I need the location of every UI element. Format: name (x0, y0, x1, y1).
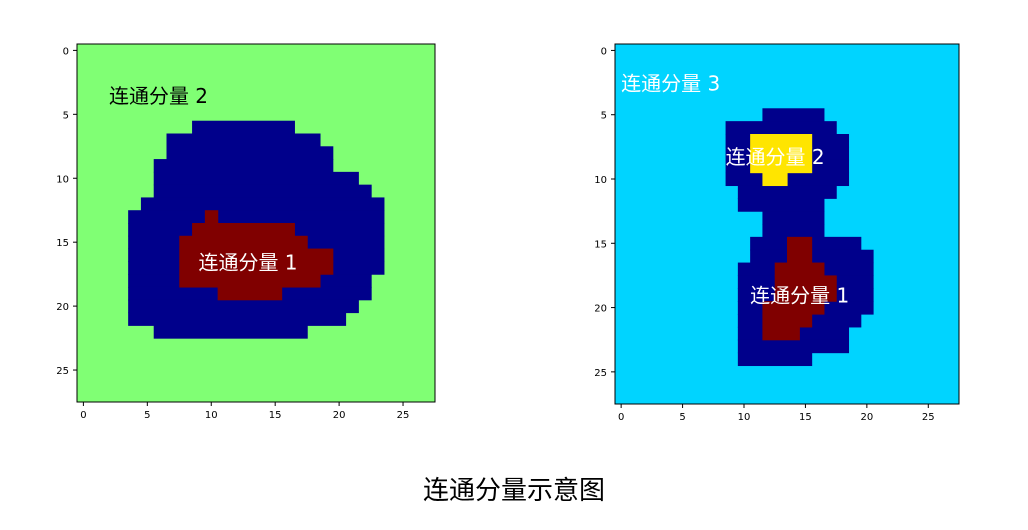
component-annotation: 连通分量 3 (621, 72, 720, 96)
region-red-row (787, 249, 813, 264)
x-tick-label: 0 (80, 410, 86, 421)
region-blue-row (762, 224, 825, 238)
x-tick-label: 25 (397, 410, 410, 421)
region-blue-row (153, 184, 372, 199)
x-tick-label: 5 (679, 412, 685, 423)
region-yellow-row (750, 159, 813, 174)
region-blue-row (737, 352, 813, 367)
y-tick-label: 5 (63, 110, 69, 121)
y-tick-label: 10 (594, 175, 607, 186)
y-tick-label: 0 (601, 46, 607, 57)
component-annotation: 连通分量 1 (198, 250, 297, 274)
y-tick-label: 25 (56, 366, 69, 377)
region-yellow-row (762, 172, 788, 187)
region-red-row (762, 301, 825, 315)
region-red-row (179, 261, 334, 275)
x-tick-label: 5 (144, 410, 150, 421)
region-blue-row (128, 299, 359, 314)
region-blue-row (725, 121, 837, 135)
figure: 0 5 10 15 20 25 0 5 10 15 20 25 连通分量 2 连通分量 1 0 5 10 15 2… (56, 43, 960, 423)
component-annotation: 连通分量 1 (750, 284, 849, 308)
axes-frame (76, 43, 436, 403)
y-tick-label: 25 (594, 368, 607, 379)
region-red-row (217, 286, 283, 301)
region-blue-row (737, 198, 825, 212)
x-tick-label: 20 (860, 412, 873, 423)
region-blue-row (128, 312, 347, 326)
region-red-row (774, 262, 825, 277)
region-yellow-row (750, 134, 813, 148)
x-tick-label: 10 (205, 410, 218, 421)
region-red-row (762, 314, 813, 328)
x-tick-label: 15 (269, 410, 282, 421)
region-blue-row (153, 325, 308, 339)
region-red-row (774, 275, 837, 289)
y-tick-label: 20 (56, 302, 69, 313)
region-red-row (774, 288, 837, 302)
y-tick-label: 20 (594, 304, 607, 315)
y-tick-label: 15 (594, 239, 607, 250)
axes-frame (614, 43, 960, 405)
region-blue-row (166, 146, 334, 160)
region-red-row (787, 236, 813, 251)
region-blue-row (153, 159, 334, 173)
x-tick-label: 25 (922, 412, 935, 423)
x-tick-label: 0 (618, 412, 624, 423)
region-blue-row (762, 108, 825, 122)
region-red-row (762, 326, 800, 341)
left-heatmap-panel: 0 5 10 15 20 25 0 5 10 15 20 25 连通分量 2 连通分量 1 (56, 43, 436, 421)
region-blue-row (140, 197, 385, 211)
y-tick-label: 0 (63, 46, 69, 57)
right-heatmap-panel: 0 5 10 15 20 25 0 5 10 15 20 25 连通分量 3 连通分量 2 连通分量 1 (594, 43, 960, 423)
region-blue-row (166, 133, 321, 147)
region-blue-row (737, 339, 850, 354)
x-tick-label: 10 (738, 412, 751, 423)
region-red-row (192, 223, 295, 237)
region-red-row (179, 274, 321, 288)
region-blue-row (762, 211, 825, 225)
region-blue-row (128, 210, 385, 224)
region-yellow-row (750, 146, 813, 161)
y-tick-label: 10 (56, 174, 69, 185)
region-blue-row (737, 185, 837, 199)
figure-caption: 连通分量示意图 (422, 476, 605, 506)
y-tick-label: 5 (601, 111, 607, 122)
region-blue-row (192, 120, 295, 135)
component-annotation: 连通分量 2 (109, 84, 208, 108)
component-annotation: 连通分量 2 (726, 145, 825, 169)
x-tick-label: 20 (333, 410, 346, 421)
region-red-row (179, 248, 334, 262)
region-red-row (179, 235, 308, 250)
region-red-row (204, 210, 219, 224)
region-blue-row (153, 171, 359, 186)
y-tick-label: 15 (56, 238, 69, 249)
x-tick-label: 15 (799, 412, 812, 423)
